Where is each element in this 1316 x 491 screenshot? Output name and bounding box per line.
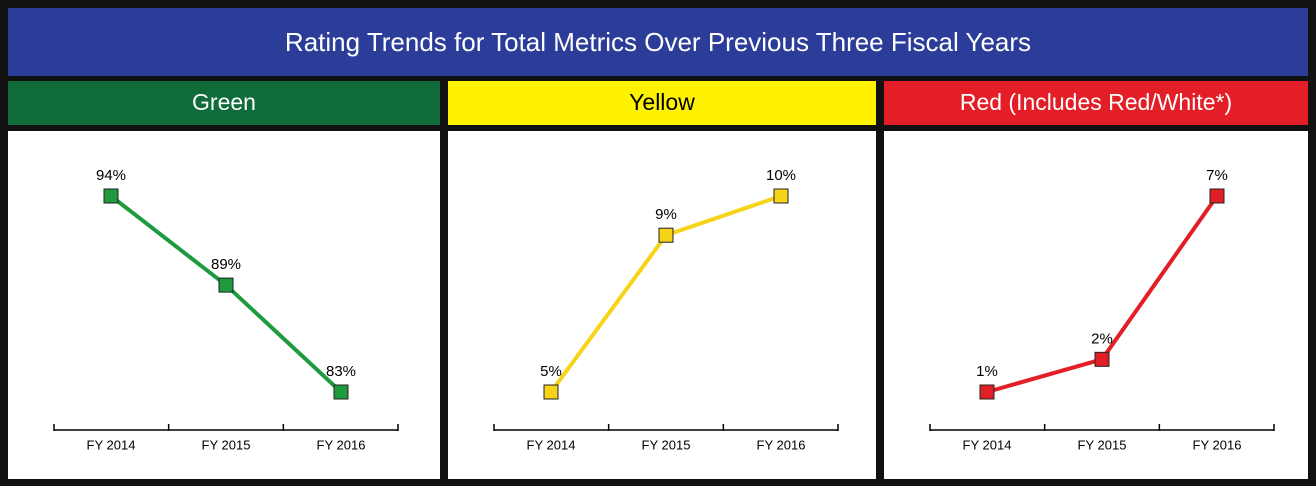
x-tick-label: FY 2016 [1193, 437, 1242, 452]
chart-title: Rating Trends for Total Metrics Over Pre… [285, 27, 1031, 57]
data-label: 94% [96, 167, 126, 184]
marker [658, 227, 674, 243]
marker [773, 188, 789, 204]
x-tick-label: FY 2015 [1078, 437, 1127, 452]
panel-header [884, 81, 1308, 125]
panel [8, 131, 440, 479]
x-tick-label: FY 2015 [202, 437, 251, 452]
panel-title: Yellow [629, 89, 695, 115]
data-label: 10% [766, 167, 796, 184]
title-bar [8, 8, 1308, 76]
data-label: 2% [1091, 330, 1113, 347]
data-label: 9% [655, 206, 677, 223]
x-tick-label: FY 2014 [527, 437, 576, 452]
x-tick-label: FY 2014 [963, 437, 1012, 452]
marker [333, 384, 349, 400]
marker [979, 384, 995, 400]
x-tick-label: FY 2015 [642, 437, 691, 452]
data-label: 5% [540, 363, 562, 380]
marker [1094, 351, 1110, 367]
x-tick-label: FY 2016 [317, 437, 366, 452]
marker [218, 277, 234, 293]
panel [448, 131, 876, 479]
panel-header [448, 81, 876, 125]
x-tick-label: FY 2014 [87, 437, 136, 452]
marker [1209, 188, 1225, 204]
data-label: 89% [211, 256, 241, 273]
data-label: 7% [1206, 167, 1228, 184]
x-tick-label: FY 2016 [757, 437, 806, 452]
marker [543, 384, 559, 400]
marker [103, 188, 119, 204]
panel-title: Green [192, 89, 256, 115]
panel [884, 131, 1308, 479]
panel-title: Red (Includes Red/White*) [960, 89, 1232, 115]
panel-header [8, 81, 440, 125]
data-label: 83% [326, 363, 356, 380]
data-label: 1% [976, 363, 998, 380]
